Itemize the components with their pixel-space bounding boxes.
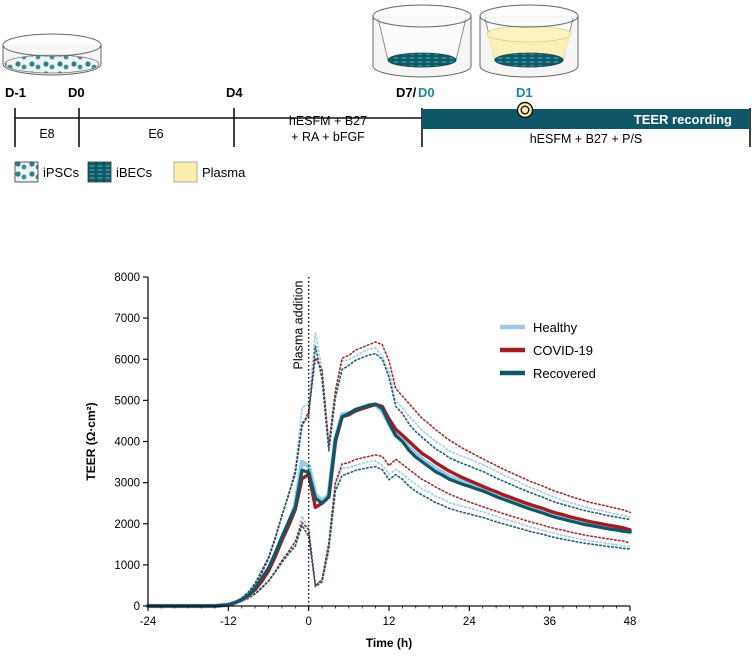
teer-recording-bar	[422, 109, 750, 129]
plasma-transwell-icon	[479, 4, 579, 78]
x-tick-label: 48	[624, 616, 637, 628]
teer-recording-label: TEER recording	[634, 112, 732, 127]
series-line-healthy	[145, 402, 633, 609]
y-tick-label: 8000	[114, 272, 140, 284]
legend-label-healthy: Healthy	[533, 320, 578, 335]
teer-chart: 0 1000 2000 3000 4000 5000 6000 7000 8000 -24 -12 0…	[84, 272, 637, 650]
day-label-d7: D7/	[396, 85, 417, 100]
plasma-swatch-icon	[173, 161, 198, 183]
ipsc-swatch-icon	[14, 161, 39, 183]
y-tick-label: 1000	[114, 560, 140, 572]
y-tick-label: 0	[134, 601, 140, 613]
recovered-lower-bound	[147, 465, 631, 607]
series-line-covid-19	[146, 402, 632, 608]
x-tick-label: -12	[220, 616, 237, 628]
stage-medium-line2: + RA + bFGF	[291, 130, 365, 144]
day-label-d1: D1	[516, 85, 533, 100]
confidence-bands	[147, 332, 631, 607]
x-axis-title: Time (h)	[366, 636, 412, 650]
ibec-key-label: iBECs	[116, 165, 153, 180]
day-label-d-minus-1: D-1	[5, 85, 26, 100]
legend-label-covid-19: COVID-19	[533, 343, 593, 358]
ibec-key: iBECs	[87, 161, 153, 183]
ipsc-key: iPSCs	[14, 161, 80, 183]
y-tick-label: 6000	[114, 354, 140, 366]
y-axis-title: TEER (Ω·cm²)	[84, 402, 98, 480]
y-tick-label: 2000	[114, 519, 140, 531]
series-line-recovered	[146, 402, 632, 608]
y-tick-label: 4000	[114, 437, 140, 449]
x-tick-label: 24	[463, 616, 476, 628]
day-label-teer-d0: D0	[418, 85, 435, 100]
x-tick-label: 0	[305, 616, 311, 628]
covid-19-upper-bound	[147, 341, 631, 607]
stage-e8-label: E8	[39, 127, 54, 141]
ipsc-dish-icon	[2, 33, 102, 76]
day-label-d0: D0	[68, 85, 85, 100]
stage-e6-label: E6	[148, 127, 163, 141]
plasma-addition-marker-icon	[516, 101, 534, 119]
legend: Healthy COVID-19 Recovered	[500, 320, 596, 381]
healthy-lower-bound	[147, 460, 631, 607]
day-label-d4: D4	[226, 85, 243, 100]
x-tick-label: 36	[543, 616, 556, 628]
stage-medium-line1: hESFM + B27	[289, 114, 367, 128]
teer-medium-label: hESFM + B27 + P/S	[530, 132, 643, 146]
plasma-addition-annotation: Plasma addition	[292, 280, 306, 369]
y-tick-label: 3000	[114, 478, 140, 490]
y-tick-label: 7000	[114, 313, 140, 325]
series-lines	[145, 402, 633, 609]
x-tick-label: -24	[140, 616, 157, 628]
plasma-key: Plasma	[173, 161, 246, 183]
plasma-key-label: Plasma	[202, 165, 246, 180]
x-tick-label: 12	[383, 616, 396, 628]
ipsc-key-label: iPSCs	[43, 165, 80, 180]
ibec-transwell-icon	[372, 4, 472, 78]
recovered-upper-bound	[147, 345, 631, 607]
ibec-swatch-icon	[87, 161, 112, 183]
legend-label-recovered: Recovered	[533, 366, 596, 381]
protocol-timeline: D-1 D0 D4 D7/ D0 D1 TEER recording E8 E6…	[2, 4, 751, 183]
covid-19-lower-bound	[147, 454, 631, 607]
y-tick-label: 5000	[114, 395, 140, 407]
